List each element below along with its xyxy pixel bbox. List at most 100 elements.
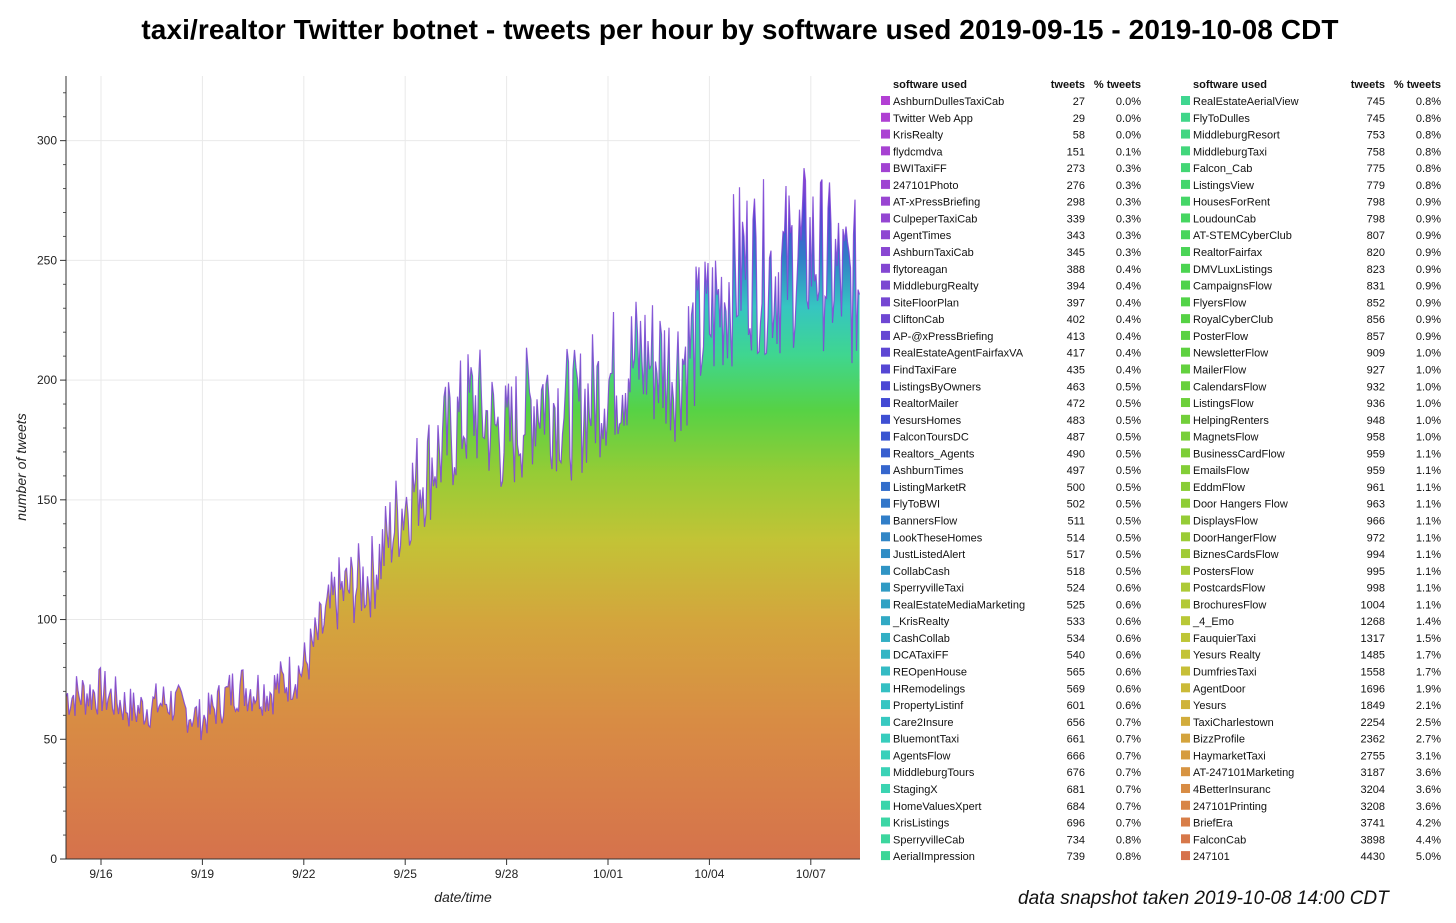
legend-series-tweets: 397 <box>1067 297 1085 309</box>
legend-series-pct: 0.8% <box>1416 180 1441 192</box>
legend-series-tweets: 435 <box>1067 364 1085 376</box>
legend-series-name: DumfriesTaxi <box>1193 667 1257 679</box>
legend-swatch <box>1181 196 1190 206</box>
x-tick-label: 10/07 <box>796 867 826 881</box>
legend-series-tweets: 58 <box>1073 130 1085 142</box>
legend-series-pct: 4.2% <box>1416 818 1441 830</box>
legend-series-tweets: 502 <box>1067 499 1085 511</box>
legend-series-pct: 1.1% <box>1416 465 1441 477</box>
legend-swatch <box>881 112 890 122</box>
legend-series-pct: 0.9% <box>1416 314 1441 326</box>
legend-series-pct: 0.0% <box>1116 96 1141 108</box>
legend-series-pct: 0.7% <box>1116 750 1141 762</box>
legend-series-tweets: 1317 <box>1361 633 1385 645</box>
legend-swatch <box>881 498 890 508</box>
legend-swatch <box>881 465 890 475</box>
legend-swatch <box>1181 347 1190 357</box>
legend-swatch <box>881 800 890 810</box>
legend-series-name: flydcmdva <box>893 146 943 158</box>
legend-series-name: Door Hangers Flow <box>1193 499 1288 511</box>
legend-series-name: EddmFlow <box>1193 482 1245 494</box>
legend-swatch <box>1181 767 1190 777</box>
legend-swatch <box>881 263 890 273</box>
legend-series-tweets: 676 <box>1067 767 1085 779</box>
legend-series-pct: 0.9% <box>1416 264 1441 276</box>
legend-series-tweets: 820 <box>1367 247 1385 259</box>
legend-swatch <box>1181 599 1190 609</box>
legend-series-pct: 1.0% <box>1416 415 1441 427</box>
legend-swatch <box>881 414 890 424</box>
legend-series-name: CalendarsFlow <box>1193 381 1266 393</box>
legend-series-pct: 0.8% <box>1116 851 1141 863</box>
legend-swatch <box>1181 381 1190 391</box>
legend-swatch <box>881 230 890 240</box>
legend-header-pct: % tweets <box>1394 79 1441 91</box>
legend-series-tweets: 565 <box>1067 667 1085 679</box>
legend-series-tweets: 831 <box>1367 281 1385 293</box>
legend-series-tweets: 948 <box>1367 415 1385 427</box>
legend-series-tweets: 3204 <box>1361 784 1385 796</box>
legend-series-tweets: 972 <box>1367 532 1385 544</box>
legend-swatch <box>1181 230 1190 240</box>
legend-series-name: MailerFlow <box>1193 364 1246 376</box>
legend-swatch <box>1181 649 1190 659</box>
legend-series-tweets: 394 <box>1067 281 1085 293</box>
legend-series-pct: 0.8% <box>1416 130 1441 142</box>
legend-swatch <box>1181 632 1190 642</box>
legend-series-pct: 0.6% <box>1116 667 1141 679</box>
legend-series-tweets: 4430 <box>1361 851 1385 863</box>
legend-swatch <box>881 431 890 441</box>
legend-swatch <box>1181 330 1190 340</box>
legend-series-pct: 1.0% <box>1416 381 1441 393</box>
y-tick-label: 150 <box>37 493 57 507</box>
legend-series-tweets: 413 <box>1067 331 1085 343</box>
legend-series-name: FindTaxiFare <box>893 364 957 376</box>
legend-series-name: AT-247101Marketing <box>1193 767 1294 779</box>
legend-series-name: PosterFlow <box>1193 331 1248 343</box>
legend-series-name: Twitter Web App <box>893 113 973 125</box>
legend-swatch <box>881 330 890 340</box>
legend-series-pct: 0.5% <box>1116 532 1141 544</box>
legend-series-tweets: 518 <box>1067 566 1085 578</box>
legend-series-pct: 3.6% <box>1416 767 1441 779</box>
legend-series-pct: 0.5% <box>1116 448 1141 460</box>
legend-series-name: LoudounCab <box>1193 213 1256 225</box>
legend-series-pct: 1.4% <box>1416 616 1441 628</box>
legend-series-name: BriefEra <box>1193 818 1234 830</box>
legend-series-pct: 0.7% <box>1116 801 1141 813</box>
legend-series-name: _KrisRealty <box>892 616 950 628</box>
legend-swatch <box>881 632 890 642</box>
legend-series-tweets: 1268 <box>1361 616 1385 628</box>
legend-swatch <box>881 532 890 542</box>
legend-series-tweets: 151 <box>1067 146 1085 158</box>
legend-series-pct: 0.9% <box>1416 230 1441 242</box>
legend-swatch <box>881 448 890 458</box>
legend-swatch <box>881 96 890 105</box>
legend-series-name: JustListedAlert <box>893 549 965 561</box>
legend-series-pct: 0.3% <box>1116 197 1141 209</box>
legend-swatch <box>881 398 890 408</box>
legend-series-pct: 0.5% <box>1116 499 1141 511</box>
legend-series-name: DCATaxiFF <box>893 650 949 662</box>
y-tick-label: 100 <box>37 613 57 627</box>
legend-series-name: RealEstateAerialView <box>1193 96 1299 108</box>
legend-series-name: DoorHangerFlow <box>1193 532 1276 544</box>
legend-series-name: flytoreagan <box>893 264 947 276</box>
legend-series-name: BusinessCardFlow <box>1193 448 1285 460</box>
legend-series-pct: 0.0% <box>1116 113 1141 125</box>
legend-series-tweets: 1849 <box>1361 700 1385 712</box>
legend-series-name: CliftonCab <box>893 314 944 326</box>
legend-series-pct: 1.0% <box>1416 398 1441 410</box>
legend-series-tweets: 959 <box>1367 465 1385 477</box>
legend-series-tweets: 3898 <box>1361 834 1385 846</box>
legend-series-tweets: 27 <box>1073 96 1085 108</box>
legend-series-tweets: 525 <box>1067 599 1085 611</box>
legend-series-tweets: 1558 <box>1361 667 1385 679</box>
legend-series-tweets: 569 <box>1067 683 1085 695</box>
legend-series-tweets: 936 <box>1367 398 1385 410</box>
legend-swatch <box>881 683 890 693</box>
legend-series-name: REOpenHouse <box>893 667 967 679</box>
legend-series-tweets: 402 <box>1067 314 1085 326</box>
legend-swatch <box>881 750 890 760</box>
legend-series-pct: 0.4% <box>1116 297 1141 309</box>
